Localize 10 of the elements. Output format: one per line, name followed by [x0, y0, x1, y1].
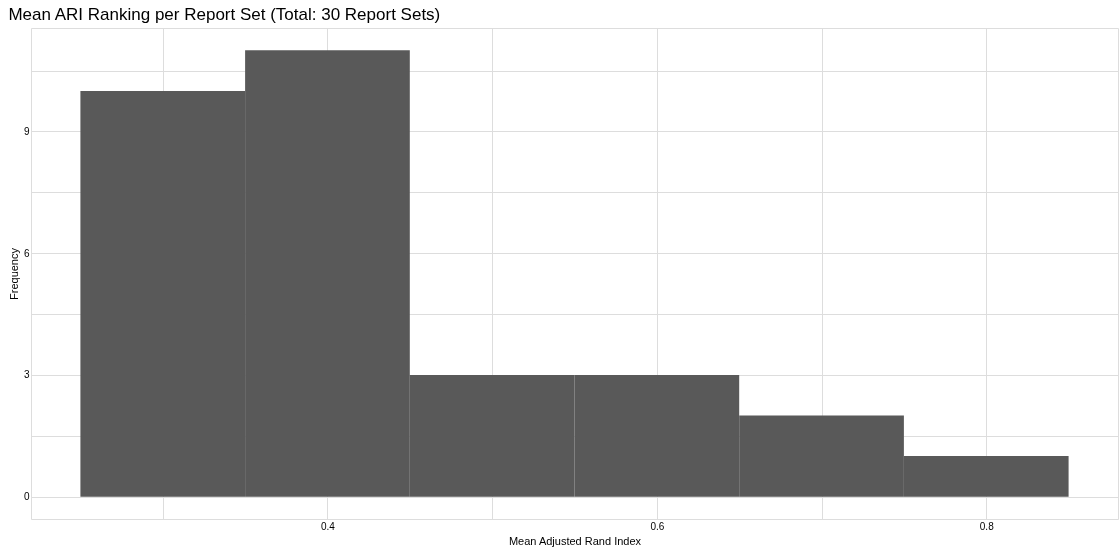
y-tick-label: 0	[23, 491, 30, 503]
y-axis-title: Frequency	[7, 247, 20, 300]
x-axis-title: Mean Adjusted Rand Index	[508, 534, 642, 547]
x-tick-label: 0.4	[321, 520, 336, 532]
y-tick-label: 3	[23, 369, 30, 381]
x-tick-label: 0.6	[650, 520, 665, 532]
x-tick-label: 0.8	[979, 520, 995, 532]
chart-title: Mean ARI Ranking per Report Set (Total: 30 Report Sets)	[8, 5, 441, 24]
y-tick-label: 9	[23, 125, 30, 137]
y-tick-label: 6	[23, 247, 30, 259]
